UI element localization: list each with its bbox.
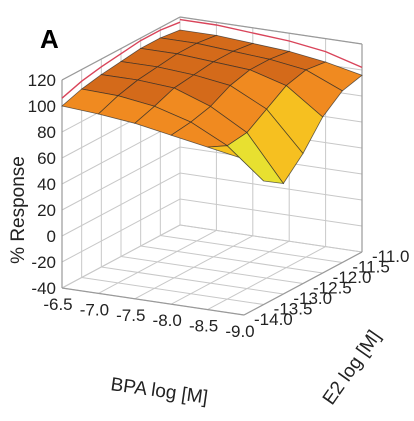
x-tick-label: -7.0 [80,300,109,319]
x-tick-label: -6.5 [43,295,72,314]
z-tick-label: 20 [37,201,56,220]
z-tick-label: 80 [37,123,56,142]
wall-gridline [61,198,363,263]
floor-gridline [98,229,217,294]
floor-gridline [101,266,284,295]
z-tick-label: 100 [28,97,56,116]
floor-gridline [160,235,343,263]
frame-edge [61,287,245,316]
y-tick-label: -13.0 [293,289,332,308]
wall-projection-line [179,18,363,69]
surface-patch [226,132,285,185]
x-tick-label: -7.5 [116,306,145,325]
floor-gridline [170,240,290,305]
wall-gridline [61,146,363,211]
x-tick-label: -8.0 [153,311,182,330]
wall-projection-line [61,21,181,99]
z-tick-label: 120 [28,71,56,90]
y-tick-label: -12.0 [333,268,372,287]
tick-labels: 120 100 80 60 40 20 0 -20 -40-6.5 -7.0 -7.5 -8.0 -8.… [28,71,410,341]
x-tick-label: -9.0 [225,322,254,341]
z-tick-label: -20 [31,253,56,272]
response-surface [61,29,363,185]
y-tick-label: -12.5 [313,279,352,298]
y-tick-label: -11.5 [352,258,390,277]
z-tick-label: 40 [37,175,56,194]
floor-gridline [120,256,304,284]
y-axis-label: E2 log [M] [319,327,385,409]
frame-edge [61,16,181,81]
frame-edge [243,251,363,316]
floor-gridline [179,224,363,253]
y-tick-label: -14.0 [254,310,293,329]
floor-gridline [140,245,323,274]
x-axis-label: BPA log [M] [109,374,209,408]
floor-gridline [61,224,181,289]
floor-gridline [207,246,326,311]
frame-edge [179,16,363,45]
y-tick-label: -11.0 [372,247,410,266]
panel-label: A [40,24,59,54]
x-tick-label: -8.5 [189,317,218,336]
floor-gridline [134,235,254,300]
z-tick-label: 0 [47,227,56,246]
z-tick-label: 60 [37,149,56,168]
z-tick-label: -40 [31,279,56,298]
z-axis-label: % Response [8,156,29,264]
wall-gridline [61,172,363,237]
floor-gridline [81,277,264,305]
y-tick-label: -13.5 [274,300,313,319]
